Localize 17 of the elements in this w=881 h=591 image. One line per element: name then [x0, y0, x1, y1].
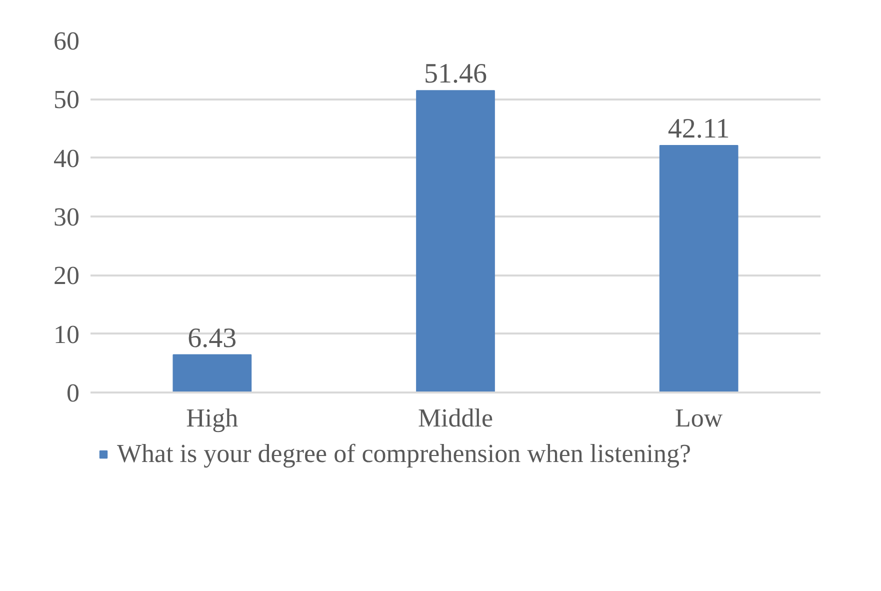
x-tick-label: Middle: [418, 404, 494, 432]
bar: [659, 144, 738, 392]
y-tick-label: 10: [54, 320, 80, 349]
y-tick-label: 20: [54, 261, 80, 290]
data-label: 51.46: [424, 58, 487, 90]
y-tick-label: 60: [54, 26, 80, 56]
x-tick-label: High: [186, 404, 238, 432]
bar: [172, 354, 252, 392]
bar: [416, 90, 495, 392]
legend-label: What is your degree of comprehension when listening?: [117, 439, 691, 469]
data-label: 42.11: [668, 113, 730, 144]
y-tick-label: 0: [66, 378, 80, 408]
x-tick-label: Low: [675, 404, 723, 432]
y-tick-label: 50: [54, 85, 80, 114]
data-label: 6.43: [188, 322, 237, 354]
y-tick-label: 40: [54, 144, 80, 173]
y-tick-label: 30: [54, 202, 80, 232]
